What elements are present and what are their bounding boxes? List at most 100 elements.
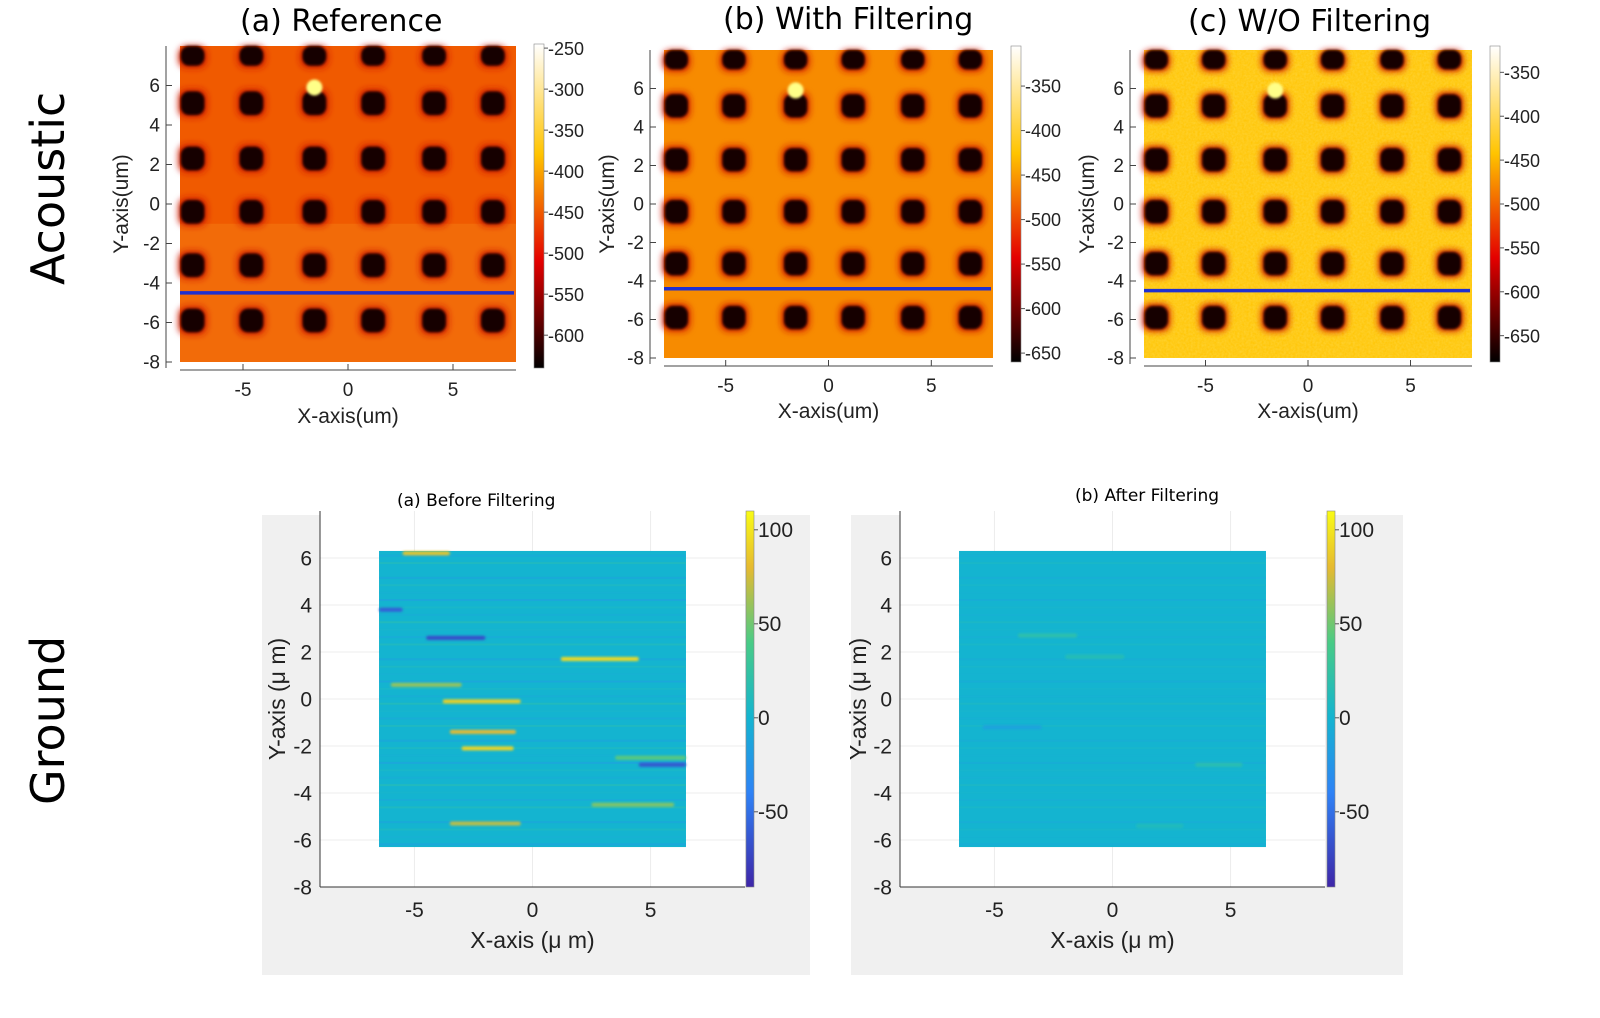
striation <box>959 673 1266 676</box>
colorbar-tick-label: -500 <box>1504 195 1540 215</box>
y-tick-label: 4 <box>633 118 644 139</box>
pit <box>783 148 808 172</box>
pit <box>1144 200 1168 224</box>
striation <box>959 687 1266 690</box>
striation <box>379 843 686 846</box>
colorbar-tick-label: -300 <box>548 80 584 100</box>
pit <box>1144 50 1168 70</box>
chart-title-before-filtering: (a) Before Filtering <box>397 491 556 511</box>
pit <box>1202 252 1226 276</box>
striation <box>959 843 1266 846</box>
pit <box>302 91 327 116</box>
pit <box>1380 252 1404 276</box>
y-tick-label: 0 <box>149 195 160 216</box>
pit <box>722 148 746 172</box>
pit <box>1320 252 1345 276</box>
striation <box>379 747 686 750</box>
colorbar-tick-label: -50 <box>758 801 788 824</box>
pit <box>480 146 505 171</box>
x-tick-label: -5 <box>717 376 734 397</box>
y-tick-label: 2 <box>149 155 160 176</box>
streak <box>591 802 675 807</box>
y-tick-label: -2 <box>293 735 312 758</box>
y-tick-label: -8 <box>1107 349 1124 370</box>
pit <box>664 148 688 172</box>
y-tick-label: -4 <box>143 274 160 295</box>
y-tick-label: 6 <box>633 79 644 100</box>
striation <box>379 621 686 624</box>
streak <box>638 762 686 767</box>
x-axis-label: X-axis(um) <box>778 400 880 423</box>
pit <box>239 199 264 224</box>
striation <box>379 739 686 742</box>
striation <box>959 835 1266 838</box>
striation <box>379 806 686 809</box>
y-tick-label: 2 <box>300 641 312 664</box>
x-tick-label: 0 <box>343 380 354 401</box>
pit <box>783 50 808 70</box>
x-tick-label: -5 <box>235 380 252 401</box>
pit <box>1144 94 1168 118</box>
colorbar <box>1489 45 1501 363</box>
y-tick-label: 0 <box>1113 195 1124 216</box>
y-axis-label: Y-axis (μ m) <box>264 638 290 760</box>
y-tick-label: 0 <box>633 195 644 216</box>
y-axis-label: Y-axis (μ m) <box>845 638 871 760</box>
colorbar-tick-label: 0 <box>1339 707 1351 730</box>
striation <box>379 643 686 646</box>
striation <box>959 747 1266 750</box>
striation <box>959 591 1266 594</box>
streak <box>1136 823 1184 828</box>
pit <box>1380 50 1404 70</box>
pit <box>180 146 205 171</box>
pit <box>664 252 688 276</box>
pit <box>422 46 447 66</box>
pit <box>1263 252 1287 276</box>
striation <box>379 584 686 587</box>
striation <box>379 569 686 572</box>
pit <box>1437 94 1462 118</box>
pit <box>180 253 205 278</box>
pit <box>302 146 327 171</box>
chart-title-after-filtering: (b) After Filtering <box>1075 486 1220 506</box>
y-tick-label: 4 <box>880 594 892 617</box>
heatmap-background <box>664 50 993 358</box>
pit <box>901 252 925 276</box>
striation <box>379 732 686 735</box>
striation <box>379 636 686 639</box>
striation <box>379 828 686 831</box>
striation <box>379 591 686 594</box>
striation <box>959 554 1266 557</box>
pit <box>1437 305 1462 330</box>
pit <box>361 308 386 333</box>
y-axis-label: Y-axis(um) <box>1076 154 1099 254</box>
pit <box>480 91 505 116</box>
striation <box>959 658 1266 661</box>
pit <box>783 94 808 118</box>
pit <box>361 199 386 224</box>
colorbar-tick-label: -450 <box>1504 151 1540 171</box>
y-tick-label: -4 <box>293 782 312 805</box>
chart-title-wo-filtering: (c) W/O Filtering <box>1188 4 1432 39</box>
pit <box>302 308 327 333</box>
streak <box>402 551 450 556</box>
colorbar-tick-label: -450 <box>548 203 584 223</box>
pit <box>958 252 983 276</box>
pit <box>1202 305 1226 330</box>
x-tick-label: 5 <box>1225 899 1237 922</box>
pit <box>1320 94 1345 118</box>
x-tick-label: 0 <box>1107 899 1119 922</box>
colorbar-tick-label: 100 <box>758 519 793 542</box>
streak <box>461 746 514 751</box>
bright-spot <box>787 82 804 99</box>
striation <box>959 702 1266 705</box>
y-tick-label: 2 <box>880 641 892 664</box>
striation <box>959 606 1266 609</box>
striation <box>379 606 686 609</box>
striation <box>379 658 686 661</box>
pit <box>1263 148 1287 172</box>
chart-0: -5 0 5 6 4 2 0 -2 -4 -6 -8 X-axis(um) Y-axis(um) -250… <box>110 39 584 428</box>
streak <box>449 729 516 734</box>
y-tick-label: 6 <box>149 76 160 97</box>
streak <box>379 607 403 612</box>
